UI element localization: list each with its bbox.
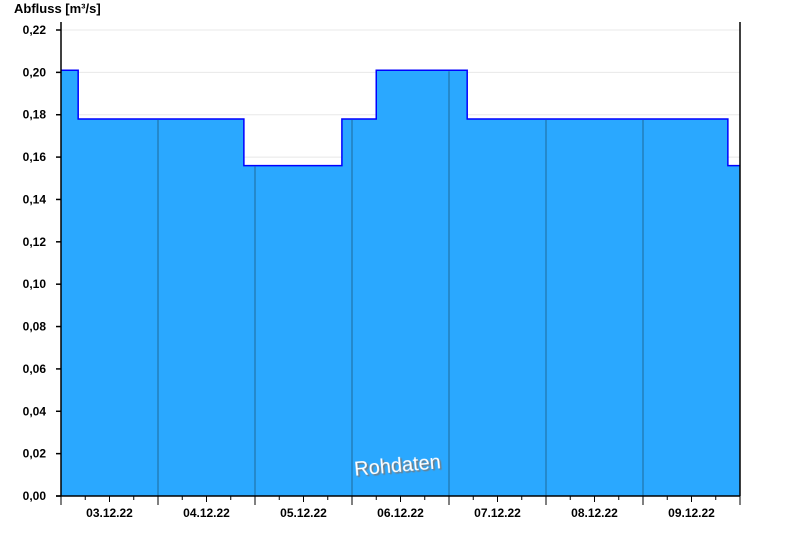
x-tick-label: 07.12.22 (474, 506, 521, 520)
x-tick-label: 04.12.22 (183, 506, 230, 520)
y-tick-label: 0,22 (23, 23, 47, 37)
day-separators (157, 71, 644, 496)
y-axis-label: Abfluss [m³/s] (14, 1, 101, 16)
area-fill (61, 70, 740, 496)
series-area (61, 69, 740, 496)
series-line (61, 69, 740, 167)
y-tick-label: 0,14 (23, 192, 47, 206)
y-tick-label: 0,18 (23, 108, 47, 122)
y-tick-label: 0,02 (23, 447, 47, 461)
y-tick-label: 0,08 (23, 320, 47, 334)
x-tick-label: 03.12.22 (86, 506, 133, 520)
y-tick-label: 0,10 (23, 277, 47, 291)
x-tick-label: 09.12.22 (668, 506, 715, 520)
y-tick-label: 0,16 (23, 150, 47, 164)
y-tick-label: 0,04 (23, 404, 47, 418)
axes: 0,00 0,02 0,04 0,06 0,08 0,10 0,12 0,14 0,16 0,18… (23, 22, 741, 520)
y-tick-label: 0,20 (23, 65, 47, 79)
x-tick-label: 05.12.22 (280, 506, 327, 520)
y-tick-label: 0,12 (23, 235, 47, 249)
y-tick-label: 0,00 (23, 489, 47, 503)
x-tick-label: 08.12.22 (571, 506, 618, 520)
x-tick-label: 06.12.22 (377, 506, 424, 520)
y-tick-label: 0,06 (23, 362, 47, 376)
